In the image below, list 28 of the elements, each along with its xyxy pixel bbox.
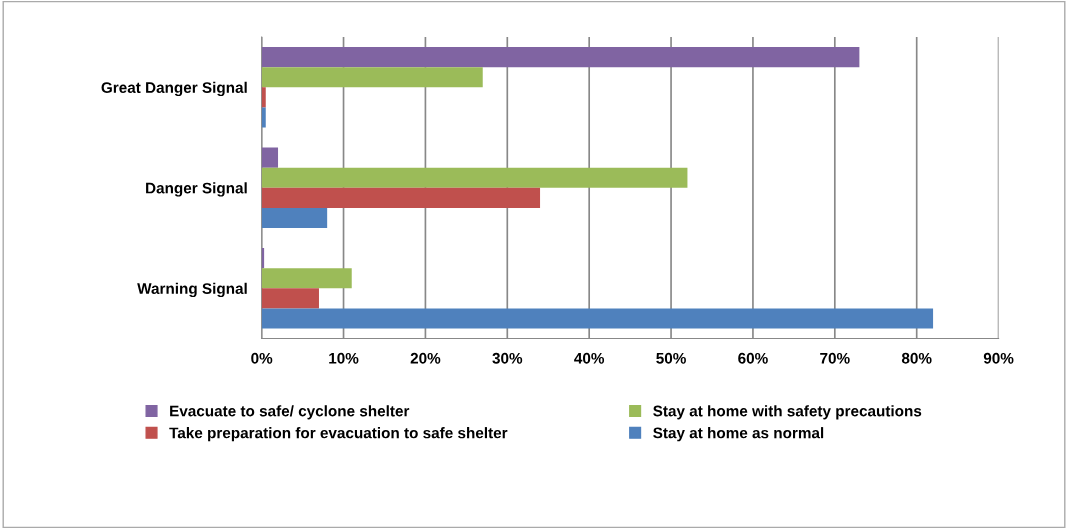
bar <box>261 268 352 289</box>
bar <box>261 147 279 168</box>
bar <box>261 167 688 188</box>
x-tick-label: 50% <box>656 352 686 364</box>
bar <box>261 288 319 309</box>
bar <box>261 187 541 208</box>
bar <box>261 67 483 88</box>
y-tick-label: Danger Signal <box>146 182 247 197</box>
bar <box>261 107 266 128</box>
bar <box>261 87 266 108</box>
bar <box>261 308 934 329</box>
bar <box>261 47 860 68</box>
x-tick-label: 90% <box>983 352 1014 364</box>
legend-label: Stay at home with safety precautions <box>653 405 922 420</box>
x-tick-label: 40% <box>574 352 605 364</box>
y-tick-label: Great Danger Signal <box>101 81 247 97</box>
bar <box>261 207 328 228</box>
x-tick-label: 20% <box>410 352 441 364</box>
legend-label: Take preparation for evacuation to safe shelter <box>169 427 508 442</box>
x-tick-label: 80% <box>901 352 932 364</box>
x-tick-label: 10% <box>329 352 359 364</box>
x-tick-label: 60% <box>738 352 768 364</box>
x-tick-label: 0% <box>251 352 273 364</box>
legend-label: Evacuate to safe/ cyclone shelter <box>170 405 410 420</box>
y-tick-label: Warning Signal <box>137 282 247 298</box>
x-tick-label: 30% <box>492 352 523 364</box>
x-tick-label: 70% <box>820 352 850 364</box>
legend-label: Stay at home as normal <box>653 427 824 442</box>
